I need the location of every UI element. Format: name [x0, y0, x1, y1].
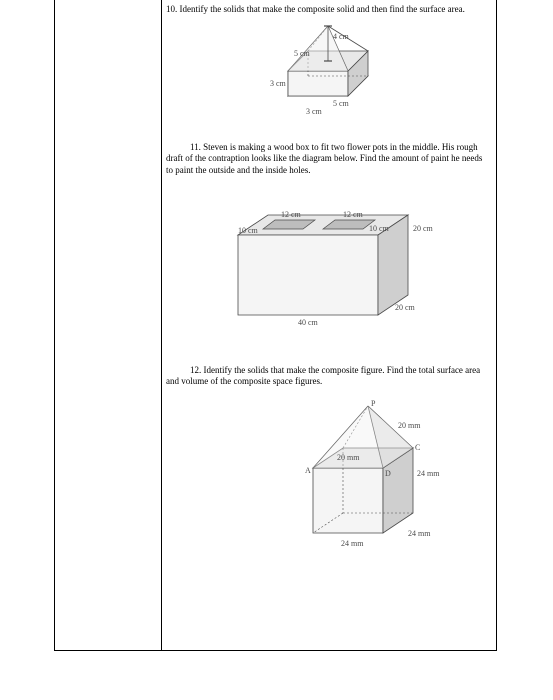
q11-dim-height: 20 cm — [395, 303, 416, 312]
q12-label-p: P — [371, 399, 376, 408]
q10-svg: 4 cm 5 cm 3 cm 5 cm 3 cm — [258, 16, 398, 116]
q10-dim-left: 3 cm — [270, 79, 287, 88]
q12-number: 12. — [190, 365, 201, 375]
q12-dim-righttop: 24 mm — [417, 469, 440, 478]
q10-figure: 4 cm 5 cm 3 cm 5 cm 3 cm — [166, 16, 490, 116]
q11-dim-hole2: 12 cm — [343, 210, 364, 219]
q11-number: 11. — [190, 142, 201, 152]
q10-dim-slant: 5 cm — [294, 49, 311, 58]
q10-prompt: Identify the solids that make the compos… — [180, 4, 465, 14]
q12-label-d: D — [385, 469, 391, 478]
content-column: 10. Identify the solids that make the co… — [160, 0, 497, 651]
q12-label-a: A — [305, 466, 311, 475]
q12-svg: P A C D 20 mm 20 mm 24 mm 24 mm 24 mm — [283, 398, 463, 558]
q11-svg: 12 cm 12 cm 10 cm 10 cm 20 cm 20 cm 40 c… — [203, 205, 453, 335]
q12-prompt: Identify the solids that make the compos… — [166, 365, 480, 387]
q12-label-c: C — [415, 443, 420, 452]
page: 10. Identify the solids that make the co… — [0, 0, 553, 700]
q10-number: 10. — [166, 4, 177, 14]
q11-dim-right10: 10 cm — [369, 224, 390, 233]
q12-dim-slant: 20 mm — [398, 421, 421, 430]
q11-prompt: Steven is making a wood box to fit two f… — [166, 142, 482, 175]
q11-dim-hole1: 12 cm — [281, 210, 302, 219]
q12-figure: P A C D 20 mm 20 mm 24 mm 24 mm 24 mm — [166, 398, 490, 558]
question-12: 12. Identify the solids that make the co… — [160, 361, 496, 562]
q10-dim-bottom: 3 cm — [306, 107, 323, 116]
question-11: 11. Steven is making a wood box to fit t… — [160, 138, 496, 339]
q12-dim-front: 24 mm — [341, 539, 364, 548]
q12-dim-topface: 20 mm — [337, 453, 360, 462]
q11-dim-front: 40 cm — [298, 318, 319, 327]
q10-dim-top: 4 cm — [333, 32, 350, 41]
left-margin-column — [54, 0, 162, 651]
q11-dim-rightdepth: 20 cm — [413, 224, 434, 233]
q12-dim-rightbottom: 24 mm — [408, 529, 431, 538]
question-10: 10. Identify the solids that make the co… — [160, 0, 496, 120]
q11-dim-left10: 10 cm — [238, 226, 259, 235]
q11-figure: 12 cm 12 cm 10 cm 10 cm 20 cm 20 cm 40 c… — [166, 205, 490, 335]
q10-dim-front: 5 cm — [333, 99, 350, 108]
